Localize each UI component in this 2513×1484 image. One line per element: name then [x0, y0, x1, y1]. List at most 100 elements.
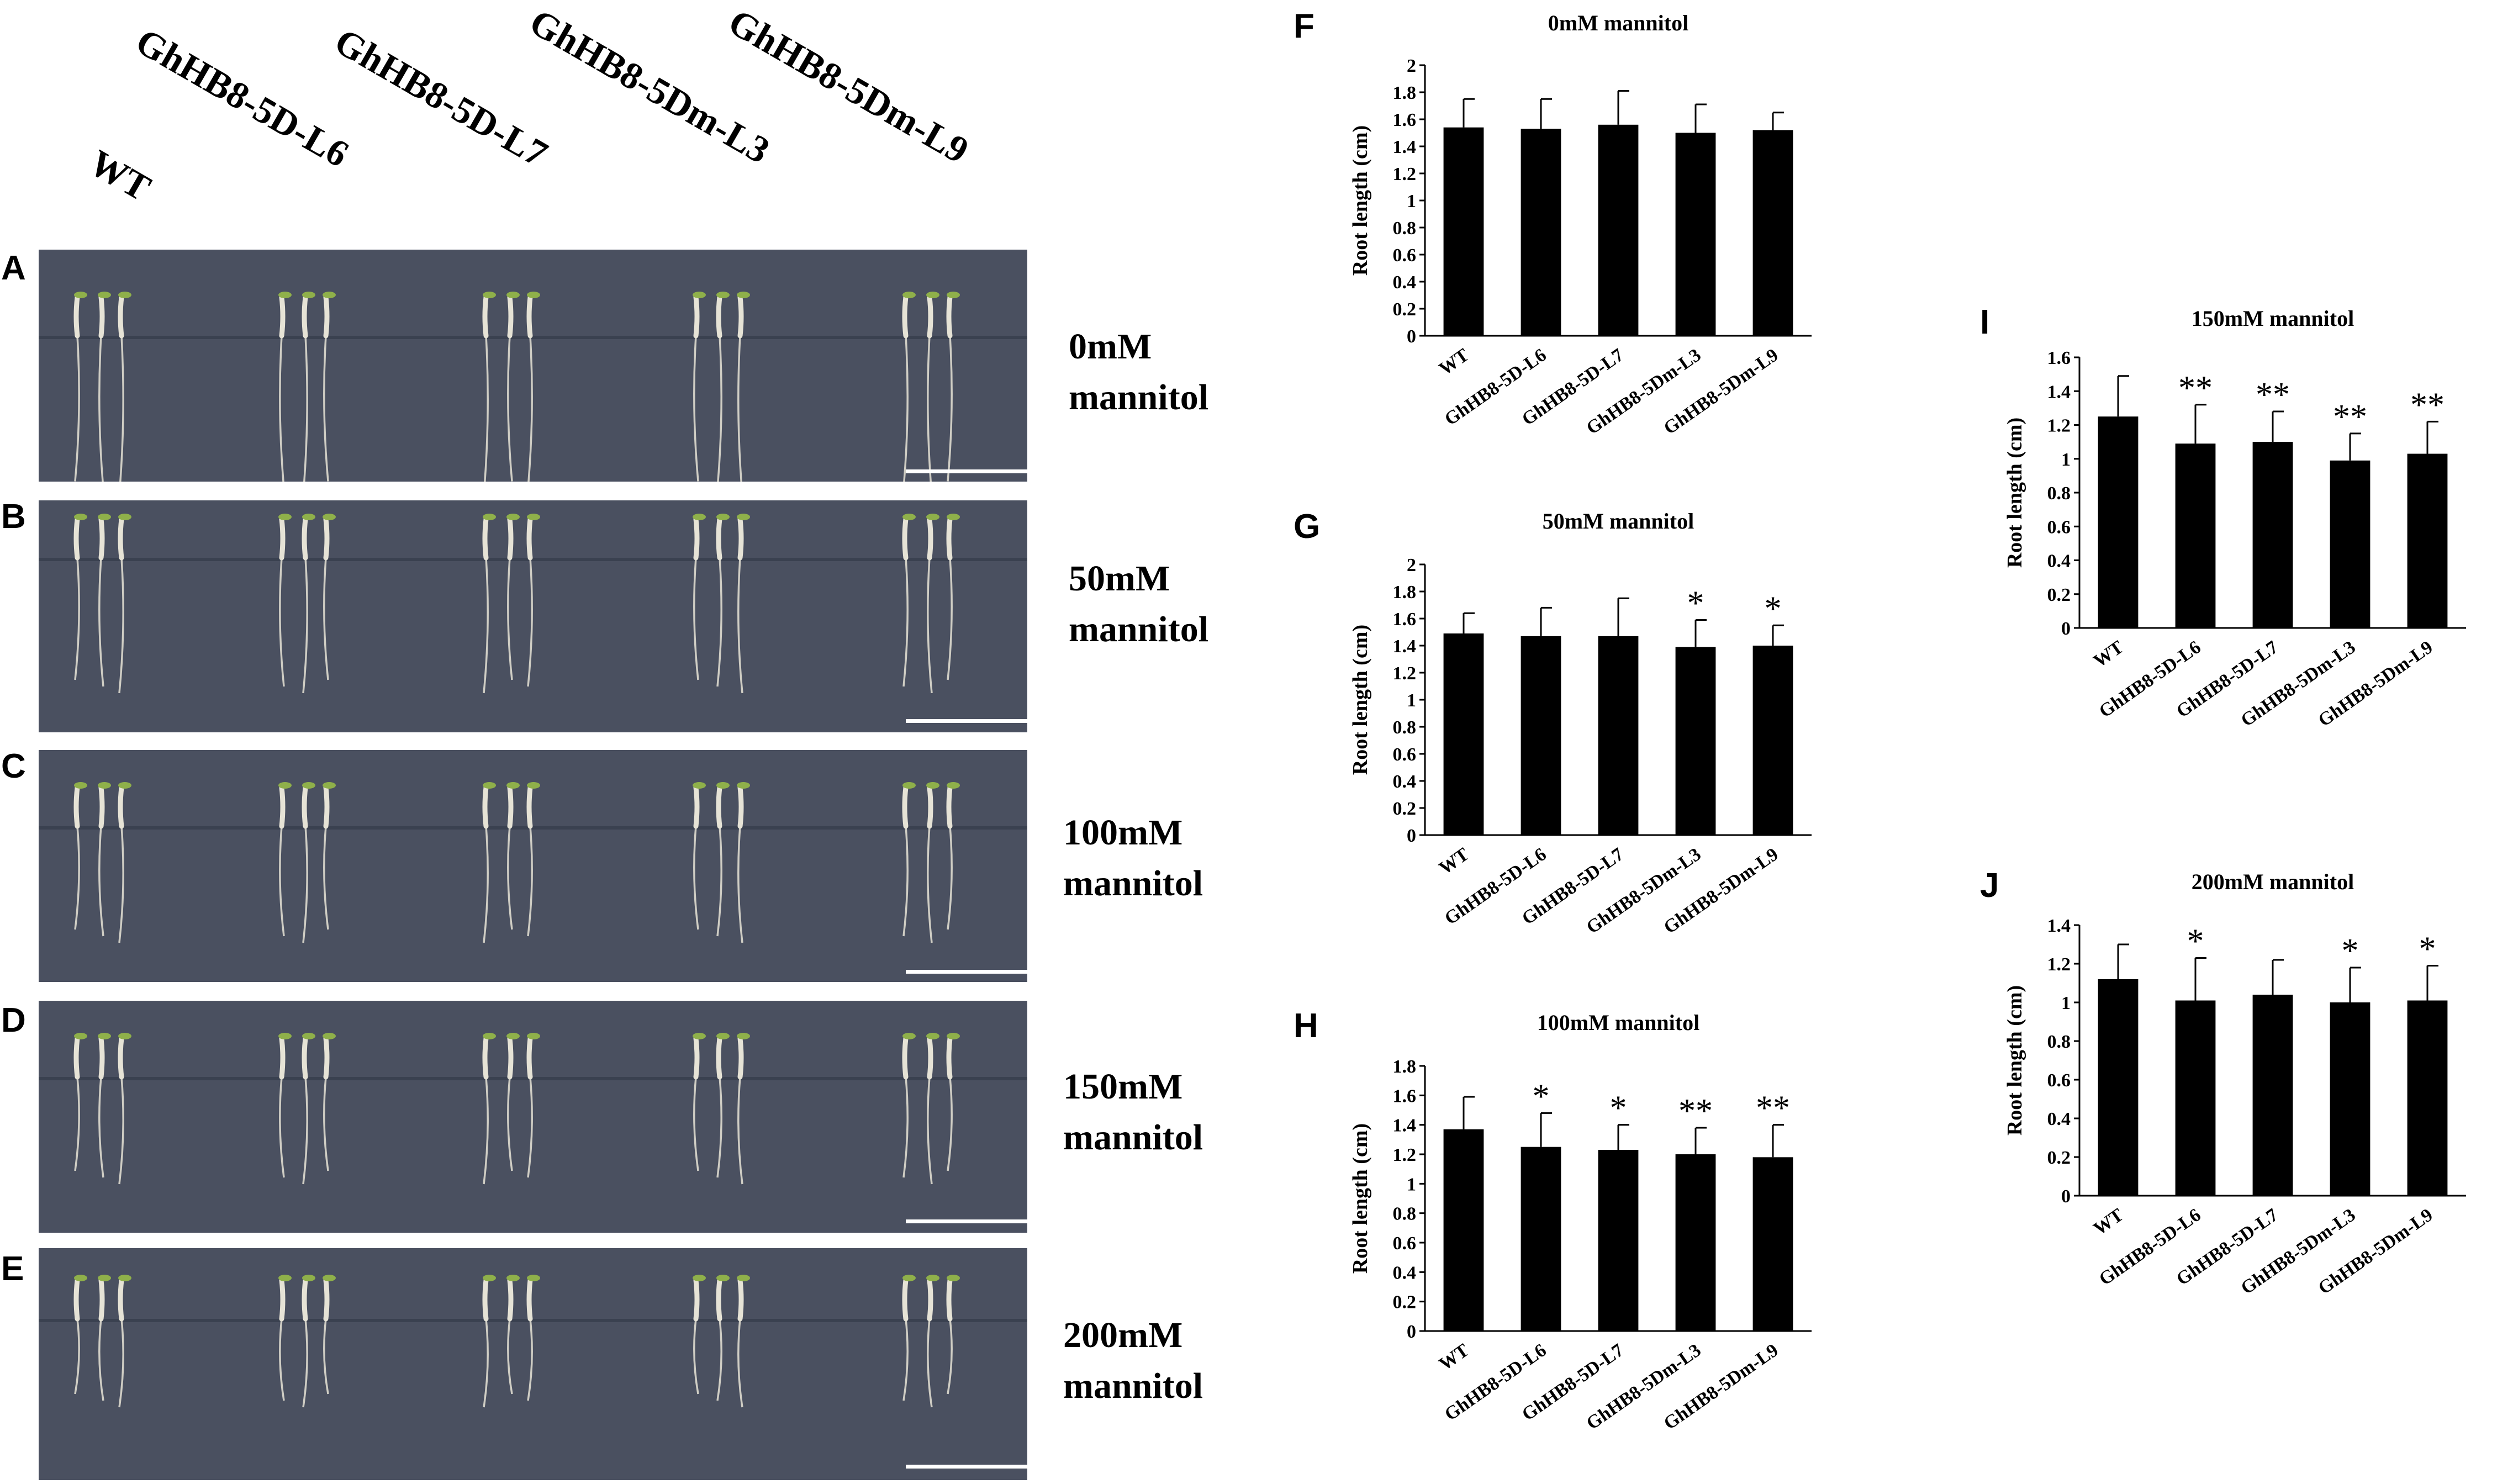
significance-marker: ** — [2410, 386, 2445, 424]
plate-panel-c — [39, 750, 1027, 982]
bar — [2330, 460, 2371, 628]
seedling — [526, 782, 540, 937]
x-tick-label: WT — [2090, 637, 2127, 672]
y-tick-label: 0.8 — [1393, 1204, 1417, 1224]
y-tick-label: 0.2 — [1393, 799, 1417, 819]
seedling — [302, 1033, 315, 1185]
seedling — [902, 1275, 916, 1401]
bar — [2175, 443, 2216, 628]
bar — [1443, 127, 1484, 336]
chart-title: 0mM mannitol — [1548, 10, 1688, 35]
chart-panel-i: 150mM mannitol Root length (cm) 0 0.2 0.4 0.6… — [1980, 301, 2510, 779]
panel-label-h: H — [1294, 1007, 1318, 1045]
y-tick-label: 1 — [2061, 993, 2071, 1013]
y-tick-label: 1.4 — [2047, 916, 2071, 936]
seedling — [506, 1033, 520, 1171]
y-tick-label: 0.4 — [1393, 772, 1417, 792]
bar — [1443, 633, 1484, 835]
y-axis-label: Root length (cm) — [1349, 125, 1372, 276]
bar — [2252, 442, 2293, 628]
seedling — [526, 1275, 540, 1401]
seedling — [323, 514, 336, 680]
y-tick-label: 0.6 — [2047, 1070, 2071, 1091]
seedling — [902, 292, 916, 482]
seedling — [278, 514, 292, 687]
plate-panel-d — [39, 1001, 1027, 1233]
seedling — [902, 1033, 916, 1178]
seedling — [73, 514, 87, 680]
significance-marker: * — [2187, 923, 2204, 960]
panel-label-g: G — [1294, 508, 1321, 546]
bar — [2098, 979, 2139, 1196]
significance-marker: ** — [2178, 369, 2213, 407]
y-tick-label: 0 — [1407, 326, 1416, 347]
condition-label-d: 150mM mannitol — [1063, 1066, 1203, 1158]
bar — [1752, 1157, 1793, 1331]
bar — [1598, 1150, 1639, 1331]
seedling — [926, 514, 939, 694]
seedling — [482, 1275, 496, 1408]
seedling — [98, 1275, 111, 1401]
seedling — [506, 514, 520, 680]
seedling — [323, 1033, 336, 1171]
y-tick-label: 1 — [1407, 191, 1416, 212]
chart-title: 50mM mannitol — [1543, 509, 1694, 534]
chart-panel-j: 200mM mannitol Root length (cm) 0 0.2 0.4 0.6… — [1980, 864, 2510, 1342]
seedling — [693, 1275, 706, 1395]
bar — [1598, 124, 1639, 336]
y-tick-label: 0 — [2061, 1186, 2071, 1207]
seedling — [716, 292, 730, 482]
seedling — [118, 1275, 131, 1408]
y-tick-label: 1.2 — [1393, 663, 1417, 684]
y-tick-label: 0 — [1407, 1322, 1416, 1342]
seedling — [693, 1033, 706, 1171]
y-tick-label: 0.2 — [1393, 299, 1417, 320]
significance-marker: * — [1765, 590, 1782, 627]
bar — [1675, 133, 1716, 336]
y-tick-label: 0.4 — [2047, 551, 2071, 572]
scale-bar — [906, 1219, 1027, 1223]
y-tick-label: 1.2 — [2047, 954, 2071, 975]
seedlings — [73, 1033, 960, 1185]
condition-label-e: 200mM mannitol — [1063, 1315, 1203, 1406]
significance-marker: * — [1610, 1090, 1627, 1127]
significance-marker: * — [1687, 584, 1704, 622]
chart-panel-f: 0mM mannitol Root length (cm) 0 0.2 0.4 0.6 0.… — [1292, 6, 1872, 494]
chart-title: 150mM mannitol — [2192, 306, 2354, 331]
seedling — [73, 1275, 87, 1395]
panel-label-j: J — [1980, 867, 1999, 905]
seedling — [737, 514, 750, 694]
seedling — [98, 782, 111, 937]
scale-bar — [906, 1465, 1027, 1469]
panel-label-c: C — [1, 747, 26, 785]
seedling — [506, 1275, 520, 1395]
seedling — [323, 782, 336, 930]
significance-marker: ** — [1678, 1092, 1713, 1130]
plate-panel-b — [39, 500, 1027, 732]
condition-label-b: 50mM mannitol — [1069, 558, 1209, 649]
chart-title: 200mM mannitol — [2192, 869, 2354, 894]
seedling — [693, 292, 706, 482]
y-tick-label: 1.4 — [2047, 382, 2071, 402]
seedling — [946, 782, 960, 930]
seedling — [526, 292, 540, 482]
y-tick-label: 1 — [1407, 690, 1416, 711]
y-tick-label: 0 — [2061, 619, 2071, 639]
y-tick-label: 1.8 — [1393, 83, 1417, 103]
y-tick-label: 2 — [1407, 56, 1416, 76]
seedling — [278, 782, 292, 937]
seedling — [506, 782, 520, 930]
significance-marker: ** — [1756, 1090, 1790, 1127]
seedling — [118, 782, 131, 943]
seedling — [926, 1033, 939, 1185]
y-tick-label: 1.2 — [1393, 1145, 1417, 1165]
seedling — [946, 1033, 960, 1171]
bar — [2098, 416, 2139, 628]
scale-bar — [906, 970, 1027, 974]
column-label-wt: WT — [82, 141, 158, 209]
scale-bar — [906, 469, 1027, 473]
seedling — [98, 1033, 111, 1178]
chart-panel-h: 100mM mannitol Root length (cm) 0 0.2 0.4 0.6… — [1292, 1005, 1872, 1484]
seedling — [737, 1033, 750, 1185]
significance-marker: ** — [2256, 376, 2290, 414]
